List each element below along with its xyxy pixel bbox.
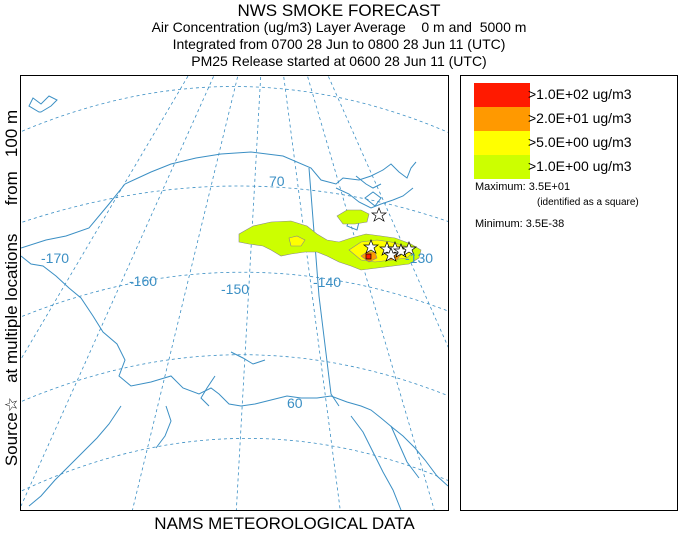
release-info: PM25 Release started at 0600 28 Jun 11 (… [191,53,487,69]
minimum-value: Minimum: 3.5E-38 [475,218,565,230]
legend-label: >5.0E+00 ug/m3 [528,134,632,150]
legend-item: >1.0E+00 ug/m3 [474,155,674,179]
lon-label-150: -150 [221,281,249,297]
longitude-lines [21,76,448,510]
source-star [370,207,388,222]
lon-label-170: -170 [41,250,69,266]
legend-swatch [474,83,530,107]
legend-swatch [474,131,530,155]
maximum-note: (identified as a square) [537,197,639,208]
legend-item: >1.0E+02 ug/m3 [474,83,674,107]
legend-item: >5.0E+00 ug/m3 [474,131,674,155]
source-star [362,239,380,254]
source-markers [362,207,418,262]
plume-level-2-west [288,235,306,247]
legend-item: >2.0E+01 ug/m3 [474,107,674,131]
graticule-labels: -170 -160 -150 -140 -130 70 60 [41,173,433,411]
legend-panel: >1.0E+02 ug/m3 >2.0E+01 ug/m3 >5.0E+00 u… [460,75,678,511]
meteorological-data-label: NAMS METEOROLOGICAL DATA [154,514,415,533]
plume-level-1-north [336,209,370,225]
forecast-title: NWS SMOKE FORECAST [237,1,441,20]
integration-period: Integrated from 0700 28 Jun to 0800 28 J… [172,36,506,52]
source-side-label: Source☆ at multiple locations from 100 m [2,109,21,467]
lon-label-160: -160 [129,273,157,289]
lon-label-130: -130 [405,250,433,266]
legend-label: >2.0E+01 ug/m3 [528,110,632,126]
legend-label: >1.0E+02 ug/m3 [528,86,632,102]
source-star [400,241,418,256]
legend-label: >1.0E+00 ug/m3 [528,158,632,174]
coastline [21,95,448,510]
maximum-value: Maximum: 3.5E+01 [475,181,571,193]
lat-label-70: 70 [269,173,285,189]
legend-swatch [474,155,530,179]
latitude-lines [21,86,448,492]
smoke-map: -170 -160 -150 -140 -130 70 60 [20,75,449,511]
smoke-plume [238,209,422,271]
legend-swatch [474,107,530,131]
source-star [382,247,400,262]
lat-label-60: 60 [287,395,303,411]
maximum-square [365,253,372,260]
map-canvas: -170 -160 -150 -140 -130 70 60 [21,76,448,510]
lon-label-140: -140 [313,274,341,290]
concentration-subtitle: Air Concentration (ug/m3) Layer Average … [151,19,527,35]
